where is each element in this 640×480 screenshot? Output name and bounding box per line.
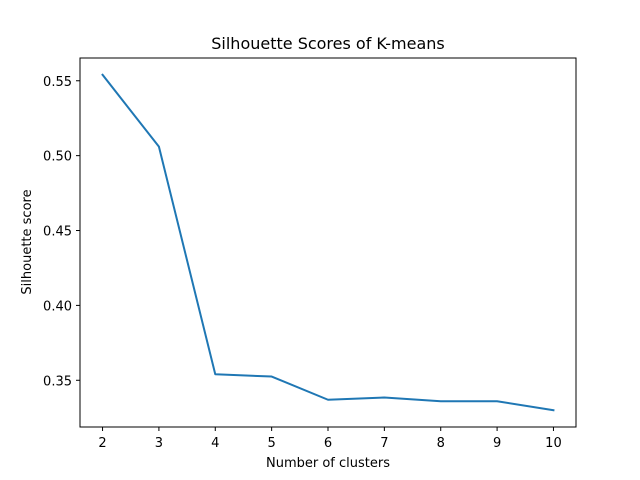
- y-axis-label: Silhouette score: [20, 189, 35, 294]
- plot-area-frame: [79, 57, 577, 428]
- x-tick-label: 6: [324, 436, 332, 451]
- y-tick-label: 0.50: [43, 150, 72, 165]
- chart-title: Silhouette Scores of K-means: [211, 34, 444, 53]
- x-tick-label: 5: [267, 436, 275, 451]
- x-axis: 2 3 4 5 6 7 8 9 10: [98, 427, 562, 451]
- x-tick-label: 7: [380, 436, 388, 451]
- x-tick-label: 9: [493, 436, 501, 451]
- series-line: [101, 73, 555, 412]
- y-tick-label: 0.35: [43, 374, 72, 389]
- y-axis: 0.35 0.40 0.45 0.50 0.55: [43, 75, 80, 389]
- x-axis-label: Number of clusters: [266, 456, 390, 471]
- y-tick-label: 0.40: [43, 299, 72, 314]
- y-tick-label: 0.45: [43, 225, 72, 240]
- x-tick-label: 3: [155, 436, 163, 451]
- x-tick-label: 8: [437, 436, 445, 451]
- x-tick-label: 4: [211, 436, 219, 451]
- x-tick-label: 2: [98, 436, 106, 451]
- x-tick-label: 10: [545, 436, 562, 451]
- y-tick-label: 0.55: [43, 75, 72, 90]
